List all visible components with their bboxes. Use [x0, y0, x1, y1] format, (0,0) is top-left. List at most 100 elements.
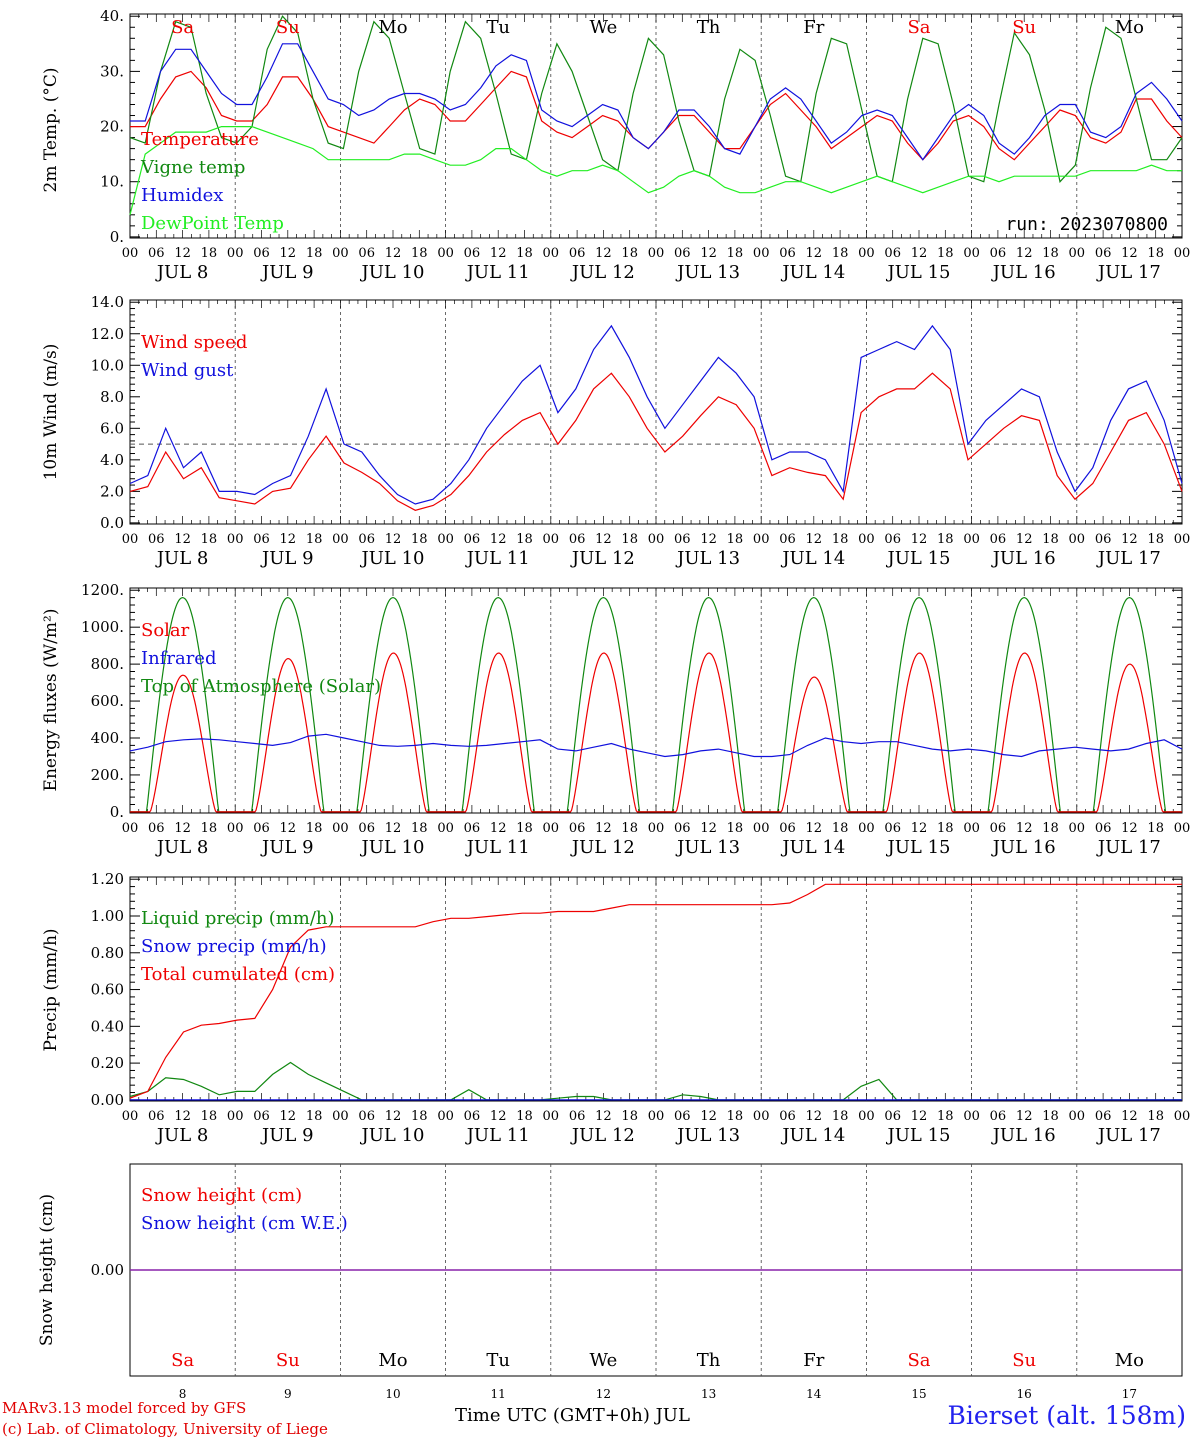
date-label: JUL 17 [1096, 837, 1161, 858]
hour-tick-label: 18 [411, 1109, 428, 1124]
hour-tick-label: 06 [884, 246, 901, 261]
date-label: JUL 14 [780, 548, 845, 569]
date-label: JUL 13 [675, 1125, 740, 1146]
hour-tick-label: 18 [727, 821, 744, 836]
weekday-label: Sa [907, 17, 930, 38]
hour-tick-label: 18 [1042, 1109, 1059, 1124]
hour-tick-label: 00 [858, 821, 875, 836]
weekday-label: Tu [486, 1350, 510, 1371]
hour-tick-label: 00 [543, 532, 560, 547]
series-line-humidex [130, 43, 1183, 161]
legend-entry: Humidex [141, 185, 223, 206]
hour-tick-label: 00 [543, 821, 560, 836]
weekday-label: We [590, 1350, 618, 1371]
hour-tick-label: 00 [858, 1109, 875, 1124]
hour-tick-label: 00 [648, 532, 665, 547]
hour-tick-label: 12 [806, 532, 823, 547]
hour-tick-label: 00 [122, 532, 139, 547]
y-tick-label: 1000. [81, 618, 124, 636]
date-label: JUL 15 [886, 262, 951, 283]
hour-tick-label: 00 [122, 821, 139, 836]
date-label: JUL 12 [570, 548, 635, 569]
legend-entry: Snow height (cm W.E.) [141, 1213, 348, 1234]
y-tick-label: 4.0 [100, 451, 124, 469]
hour-tick-label: 00 [227, 246, 244, 261]
weekday-label: Sa [907, 1350, 930, 1371]
hour-tick-label: 18 [306, 532, 323, 547]
y-tick-label: 600. [91, 692, 124, 710]
date-label: JUL 13 [675, 262, 740, 283]
y-tick-label: 0.60 [91, 981, 124, 999]
date-label: JUL 17 [1096, 548, 1161, 569]
date-label: JUL 8 [155, 548, 209, 569]
date-label: JUL 17 [1096, 1125, 1161, 1146]
hour-tick-label: 12 [490, 246, 507, 261]
hour-tick-label: 12 [280, 821, 297, 836]
hour-tick-label: 06 [464, 246, 481, 261]
hour-tick-label: 12 [1016, 246, 1033, 261]
hour-tick-label: 18 [727, 246, 744, 261]
date-label: JUL 9 [260, 548, 314, 569]
y-axis-label: Precip (mm/h) [41, 928, 61, 1051]
time-axis-label: Time UTC (GMT+0h) JUL [455, 1405, 690, 1426]
date-label: JUL 16 [991, 262, 1056, 283]
hour-tick-label: 00 [1174, 246, 1191, 261]
day-number-label: 11 [491, 1387, 506, 1401]
hour-tick-label: 06 [253, 246, 270, 261]
hour-tick-label: 12 [911, 532, 928, 547]
hour-tick-label: 06 [253, 821, 270, 836]
hour-tick-label: 00 [1174, 821, 1191, 836]
hour-tick-label: 12 [280, 1109, 297, 1124]
hour-tick-label: 06 [464, 532, 481, 547]
y-tick-label: 1.00 [91, 907, 124, 925]
hour-tick-label: 12 [911, 821, 928, 836]
y-tick-label: 30. [100, 62, 124, 80]
hour-tick-label: 00 [437, 246, 454, 261]
hour-tick-label: 12 [595, 1109, 612, 1124]
hour-tick-label: 18 [516, 246, 533, 261]
weekday-label: Mo [1115, 17, 1144, 38]
date-label: JUL 11 [465, 837, 530, 858]
legend-entry: Wind gust [141, 360, 234, 381]
hour-tick-label: 18 [832, 246, 849, 261]
hour-tick-label: 12 [806, 821, 823, 836]
weekday-label: Su [1012, 17, 1036, 38]
hour-tick-label: 18 [516, 1109, 533, 1124]
legend-entry: Snow height (cm) [141, 1185, 302, 1206]
hour-tick-label: 18 [1147, 1109, 1164, 1124]
hour-tick-label: 06 [464, 1109, 481, 1124]
hour-tick-label: 18 [832, 532, 849, 547]
hour-tick-label: 12 [700, 821, 717, 836]
hour-tick-label: 18 [201, 246, 218, 261]
legend-entry: Total cumulated (cm) [141, 964, 335, 985]
hour-tick-label: 00 [858, 246, 875, 261]
day-number-label: 14 [806, 1387, 822, 1401]
hour-tick-label: 18 [306, 1109, 323, 1124]
weekday-label: Su [276, 1350, 300, 1371]
date-label: JUL 15 [886, 548, 951, 569]
hour-tick-label: 00 [1174, 1109, 1191, 1124]
hour-tick-label: 18 [621, 821, 638, 836]
weekday-label: Mo [378, 17, 407, 38]
hour-tick-label: 18 [1042, 532, 1059, 547]
hour-tick-label: 12 [595, 532, 612, 547]
hour-tick-label: 18 [621, 246, 638, 261]
date-label: JUL 9 [260, 262, 314, 283]
hour-tick-label: 12 [1016, 1109, 1033, 1124]
weekday-label: We [590, 17, 618, 38]
hour-tick-label: 06 [884, 1109, 901, 1124]
legend-entry: Solar [141, 620, 190, 641]
hour-tick-label: 00 [963, 821, 980, 836]
hour-tick-label: 06 [358, 821, 375, 836]
legend-entry: Temperature [141, 129, 259, 150]
hour-tick-label: 06 [464, 821, 481, 836]
date-label: JUL 12 [570, 837, 635, 858]
date-label: JUL 10 [360, 262, 425, 283]
weekday-label: Mo [1115, 1350, 1144, 1371]
hour-tick-label: 06 [779, 821, 796, 836]
hour-tick-label: 06 [569, 1109, 586, 1124]
day-number-label: 13 [701, 1387, 716, 1401]
series-line-vigne-temp [129, 15, 1183, 183]
hour-tick-label: 18 [516, 532, 533, 547]
date-label: JUL 10 [360, 548, 425, 569]
